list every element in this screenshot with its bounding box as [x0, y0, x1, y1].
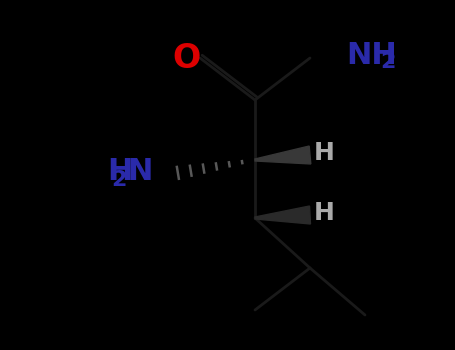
- Text: O: O: [172, 42, 200, 75]
- Text: 2: 2: [380, 52, 395, 72]
- Text: N: N: [127, 156, 152, 186]
- Text: H: H: [313, 141, 334, 165]
- Polygon shape: [255, 146, 311, 164]
- Polygon shape: [255, 206, 310, 224]
- Text: NH: NH: [346, 41, 397, 70]
- Text: H: H: [313, 201, 334, 225]
- Text: H: H: [107, 156, 132, 186]
- Text: 2: 2: [111, 170, 126, 190]
